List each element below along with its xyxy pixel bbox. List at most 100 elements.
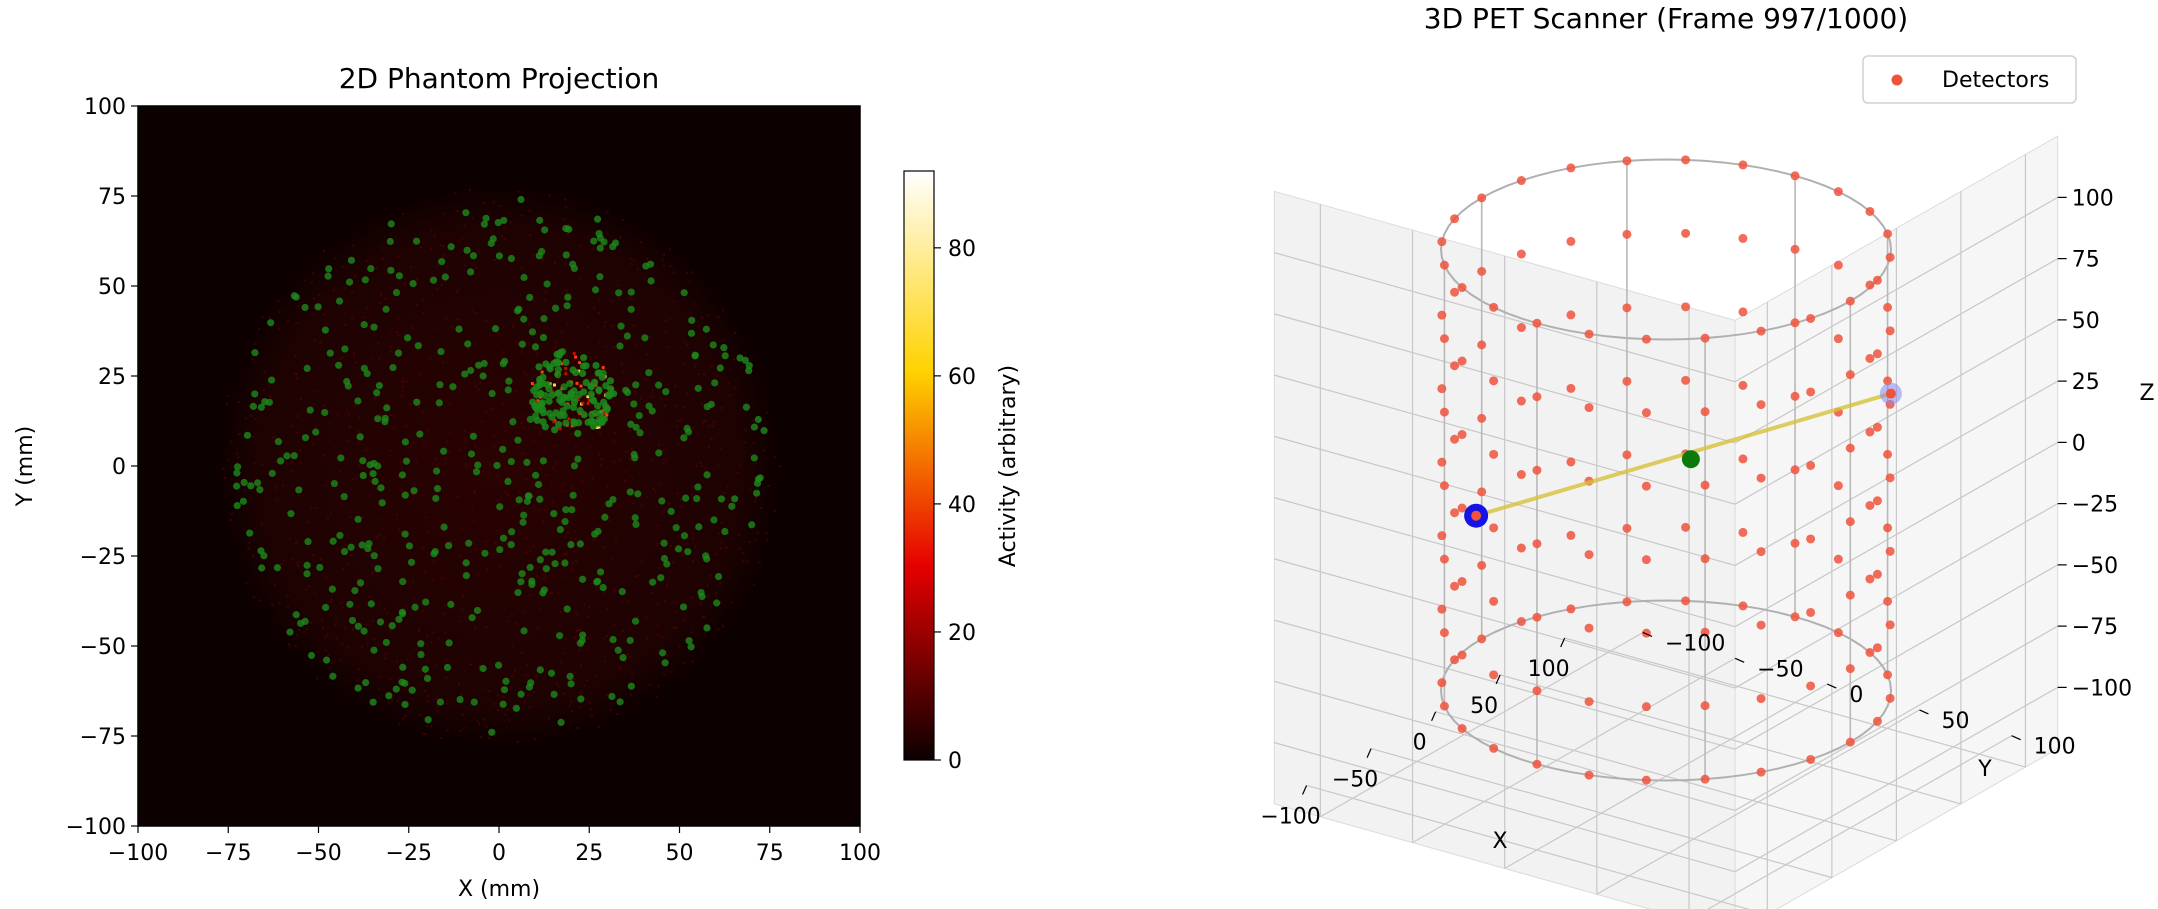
activity-speck — [662, 254, 665, 257]
overlay-point — [401, 530, 409, 538]
activity-speck — [622, 370, 625, 373]
activity-speck — [547, 717, 550, 720]
overlay-point — [688, 316, 696, 324]
overlay-point — [479, 372, 487, 380]
activity-speck — [544, 575, 547, 578]
activity-speck — [690, 596, 693, 599]
overlay-point — [303, 364, 311, 373]
overlay-point — [535, 381, 544, 389]
activity-speck — [613, 431, 616, 434]
overlay-point — [648, 407, 656, 415]
activity-speck — [456, 209, 459, 212]
activity-speck — [295, 373, 298, 376]
activity-speck — [397, 475, 400, 478]
overlay-point — [536, 216, 544, 224]
x3d-tick-mark — [1560, 637, 1566, 648]
activity-speck — [279, 563, 282, 566]
x-tick-label: −100 — [108, 841, 168, 866]
activity-speck — [422, 312, 425, 315]
detector — [1489, 523, 1499, 533]
activity-speck — [478, 251, 481, 254]
activity-speck — [697, 372, 700, 375]
activity-speck — [525, 551, 528, 554]
overlay-point — [546, 365, 554, 373]
activity-speck — [562, 692, 565, 695]
overlay-point — [387, 220, 395, 228]
activity-speck — [553, 444, 556, 447]
overlay-point — [361, 678, 370, 687]
activity-speck — [335, 637, 338, 640]
activity-speck — [521, 610, 524, 613]
detector — [1738, 601, 1748, 611]
activity-speck — [430, 229, 433, 232]
overlay-point — [441, 273, 449, 281]
overlay-point — [569, 403, 578, 412]
grid-line — [1734, 564, 2059, 750]
activity-speck — [527, 693, 530, 696]
activity-speck — [577, 417, 580, 420]
detector — [1883, 523, 1893, 533]
activity-speck — [247, 547, 250, 550]
activity-speck — [708, 574, 711, 577]
activity-speck — [324, 637, 327, 640]
activity-speck — [313, 339, 316, 342]
activity-speck — [479, 736, 482, 739]
activity-speck — [574, 537, 577, 540]
activity-speck — [520, 214, 523, 217]
overlay-point — [536, 389, 545, 397]
overlay-point — [251, 349, 259, 357]
activity-speck — [324, 576, 327, 579]
activity-speck — [498, 565, 501, 568]
scanner-y-label: Y — [1977, 757, 1992, 782]
activity-speck — [358, 464, 361, 467]
detector — [1700, 480, 1710, 490]
activity-speck — [752, 419, 755, 422]
overlay-point — [417, 640, 425, 648]
activity-speck — [717, 532, 720, 535]
activity-speck — [558, 406, 561, 409]
activity-speck — [227, 395, 230, 398]
activity-speck — [384, 652, 387, 655]
overlay-point — [627, 420, 635, 428]
activity-speck — [707, 595, 710, 598]
overlay-point — [361, 276, 369, 284]
overlay-point — [540, 315, 548, 323]
activity-speck — [441, 577, 444, 580]
overlay-point — [748, 521, 756, 529]
detector — [1756, 400, 1766, 410]
activity-speck — [589, 708, 592, 711]
overlay-point — [407, 558, 416, 566]
overlay-points — [233, 195, 768, 736]
activity-speck — [483, 471, 486, 474]
overlay-point — [615, 289, 623, 297]
activity-speck — [532, 439, 535, 442]
activity-speck — [443, 463, 446, 466]
activity-speck — [523, 701, 526, 704]
activity-speck — [286, 595, 289, 598]
grid-line — [1734, 625, 2059, 811]
activity-speck — [370, 358, 373, 361]
overlay-point — [617, 322, 625, 330]
overlay-point — [473, 606, 482, 615]
activity-speck — [411, 441, 414, 444]
activity-speck — [341, 356, 344, 359]
activity-speck — [436, 705, 439, 708]
detector — [1566, 163, 1576, 173]
activity-speck — [516, 622, 519, 625]
overlay-point — [576, 407, 584, 415]
activity-speck — [629, 693, 632, 696]
activity-speck — [665, 650, 668, 653]
detector — [1790, 612, 1800, 622]
overlay-point — [392, 685, 400, 693]
activity-speck — [580, 480, 583, 483]
activity-speck — [314, 425, 317, 428]
activity-speck — [446, 702, 449, 705]
grid-line — [1707, 735, 2012, 909]
activity-speck — [342, 265, 345, 268]
activity-speck — [390, 327, 393, 330]
overlay-point — [519, 518, 527, 526]
overlay-point — [328, 585, 336, 593]
activity-speck — [616, 713, 619, 716]
activity-speck — [294, 645, 297, 648]
activity-speck — [579, 629, 582, 632]
